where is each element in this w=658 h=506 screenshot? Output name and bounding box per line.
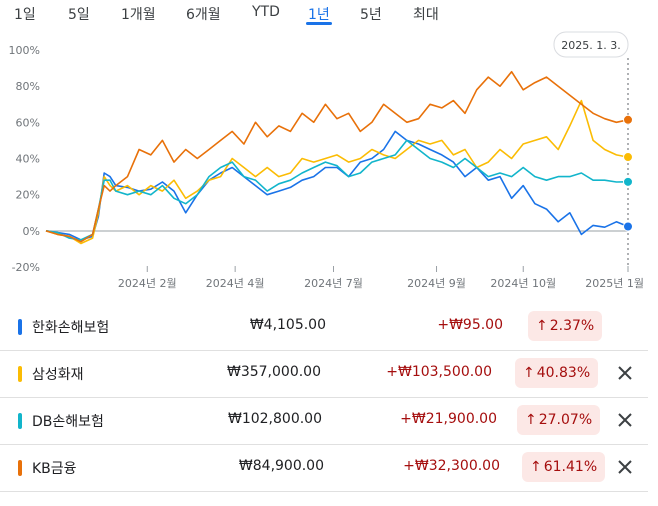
arrow-up-icon: ↑ xyxy=(523,365,535,381)
stock-change: +₩21,900.00 xyxy=(400,411,497,427)
series-line xyxy=(45,99,629,245)
series-line xyxy=(45,139,629,241)
tab-1m[interactable]: 1개월 xyxy=(121,7,156,23)
close-icon[interactable] xyxy=(612,407,638,433)
percent-value: 27.07% xyxy=(538,412,593,428)
stock-name: DB손해보험 xyxy=(32,414,104,430)
y-tick-label: 20% xyxy=(16,189,40,202)
series-color-swatch xyxy=(18,366,22,382)
y-tick-label: -20% xyxy=(12,261,40,274)
y-tick-label: 40% xyxy=(16,153,40,166)
x-tick-label: 2025년 1월 xyxy=(585,277,644,290)
arrow-up-icon: ↑ xyxy=(530,459,542,475)
date-tooltip: 2025. 1. 3. xyxy=(553,31,629,58)
stock-price: ₩102,800.00 xyxy=(227,411,322,427)
percent-badge: ↑ 2.37% xyxy=(528,311,603,341)
tab-1d[interactable]: 1일 xyxy=(14,7,36,23)
stock-name: KB금융 xyxy=(32,461,77,477)
series-line xyxy=(45,70,629,243)
stock-change: +₩103,500.00 xyxy=(386,364,492,380)
stock-price: ₩357,000.00 xyxy=(226,364,321,380)
stock-change: +₩32,300.00 xyxy=(403,458,500,474)
series-endpoint xyxy=(623,152,633,163)
arrow-up-icon: ↑ xyxy=(536,318,548,334)
stock-change: +₩95.00 xyxy=(437,317,503,333)
percent-value: 2.37% xyxy=(549,318,595,334)
y-tick-label: 100% xyxy=(9,44,40,57)
percent-value: 61.41% xyxy=(543,459,598,475)
stock-price: ₩84,900.00 xyxy=(238,458,324,474)
series-color-swatch xyxy=(18,319,22,335)
series-line xyxy=(45,130,629,241)
y-axis: 100% 80% 60% 40% 20% 0% -20% xyxy=(9,44,40,274)
series-color-swatch xyxy=(18,460,22,476)
close-icon[interactable] xyxy=(612,454,638,480)
x-tick-label: 2024년 10월 xyxy=(490,277,556,290)
tab-ytd[interactable]: YTD xyxy=(252,4,280,20)
close-icon[interactable] xyxy=(612,360,638,386)
range-tabs: 1일 5일 1개월 6개월 YTD 1년 5년 최대 xyxy=(0,0,658,30)
y-tick-label: 0% xyxy=(23,225,40,238)
tab-max[interactable]: 최대 xyxy=(413,7,439,23)
percent-badge: ↑ 27.07% xyxy=(517,405,601,435)
x-tick-label: 2024년 7월 xyxy=(304,277,363,290)
list-item[interactable]: DB손해보험 ₩102,800.00 +₩21,900.00 ↑ 27.07% xyxy=(0,398,648,445)
y-tick-label: 80% xyxy=(16,80,40,93)
tab-6m[interactable]: 6개월 xyxy=(186,7,221,23)
x-tick-label: 2024년 2월 xyxy=(118,277,177,290)
percent-badge: ↑ 40.83% xyxy=(515,358,599,388)
list-item[interactable]: 삼성화재 ₩357,000.00 +₩103,500.00 ↑ 40.83% xyxy=(0,351,648,398)
series-endpoint xyxy=(623,114,633,125)
x-axis: 2024년 2월 2024년 4월 2024년 7월 2024년 9월 2024년 10… xyxy=(118,266,644,290)
stock-name: 한화손해보험 xyxy=(32,320,110,336)
series-lines xyxy=(45,70,629,245)
tab-1y[interactable]: 1년 xyxy=(308,7,330,23)
comparison-chart[interactable]: 100%80%60%40%20%0%-20% 2024년 2월 2024년 4월 2… xyxy=(0,30,658,300)
series-endpoint xyxy=(623,176,633,187)
list-item[interactable]: 한화손해보험 ₩4,105.00 +₩95.00 ↑ 2.37% xyxy=(0,304,648,351)
tooltip-date: 2025. 1. 3. xyxy=(561,39,620,52)
y-tick-label: 60% xyxy=(16,116,40,129)
tab-5y[interactable]: 5년 xyxy=(360,7,382,23)
stock-name: 삼성화재 xyxy=(32,367,84,383)
tab-5d[interactable]: 5일 xyxy=(68,7,90,23)
active-tab-indicator xyxy=(306,22,332,25)
series-endpoint xyxy=(623,221,633,232)
x-tick-label: 2024년 9월 xyxy=(407,277,466,290)
arrow-up-icon: ↑ xyxy=(525,412,537,428)
stock-price: ₩4,105.00 xyxy=(249,317,326,333)
percent-value: 40.83% xyxy=(536,365,591,381)
percent-badge: ↑ 61.41% xyxy=(522,452,606,482)
x-tick-label: 2024년 4월 xyxy=(206,277,265,290)
list-item[interactable]: KB금융 ₩84,900.00 +₩32,300.00 ↑ 61.41% xyxy=(0,445,648,492)
series-color-swatch xyxy=(18,413,22,429)
series-endpoints xyxy=(623,114,633,232)
